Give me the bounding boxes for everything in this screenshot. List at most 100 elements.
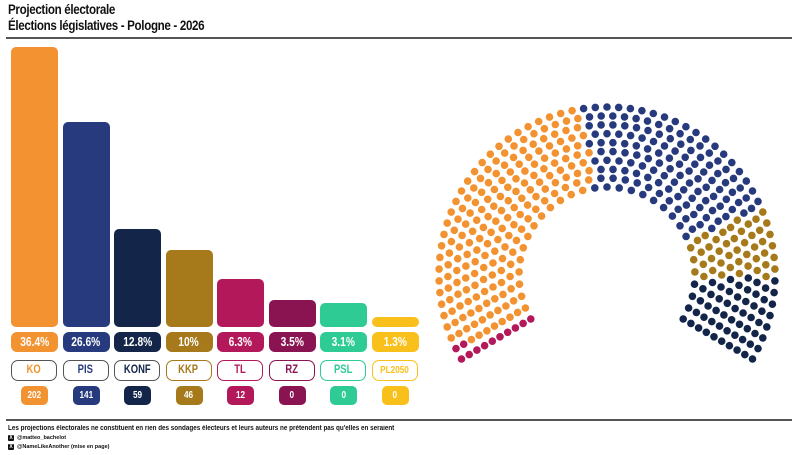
seat-kkp: [693, 236, 702, 245]
seat-kkp: [705, 243, 713, 251]
seat-konf: [731, 331, 739, 339]
seat-ko: [470, 184, 478, 192]
seat-ko: [471, 281, 479, 290]
seat-kkp: [735, 257, 743, 266]
seat-kkp: [758, 237, 767, 246]
value-label-ko: 36.4%: [11, 332, 58, 352]
seat-kkp: [763, 219, 771, 227]
seat-pis: [688, 225, 697, 233]
seat-ko: [545, 142, 554, 150]
title-line: Projection électorale: [8, 2, 115, 17]
seat-pis: [585, 113, 594, 121]
seat-ko: [515, 268, 523, 276]
seat-pis: [705, 161, 714, 169]
seat-konf: [694, 324, 703, 332]
seat-kkp: [759, 208, 767, 216]
seat-pis: [591, 103, 600, 112]
seat-ko: [507, 285, 515, 293]
seat-ko: [494, 235, 502, 244]
seat-ko: [479, 263, 488, 272]
seat-kkp: [726, 223, 735, 232]
seat-pis: [676, 222, 684, 230]
seat-ko: [509, 248, 517, 256]
seat-pis: [702, 213, 711, 222]
seat-ko: [500, 161, 509, 169]
seat-kkp: [697, 248, 705, 256]
seat-ko: [436, 253, 444, 262]
seat-ko: [487, 228, 495, 237]
seat-pis: [681, 153, 689, 162]
seat-ko: [479, 275, 488, 284]
seat-tl: [511, 324, 520, 332]
seat-ko: [573, 142, 582, 150]
seat-pis: [671, 147, 679, 155]
value-label-pl2050: 1.3%: [371, 332, 419, 352]
seat-ko: [540, 197, 549, 205]
seat-ko: [455, 329, 463, 338]
seat-ko: [475, 331, 483, 339]
seat-ko: [486, 150, 495, 158]
seat-pis: [728, 158, 736, 167]
seat-ko: [466, 209, 474, 217]
seat-ko: [506, 260, 515, 269]
seat-ko: [512, 236, 521, 245]
party-label-tl: TL: [217, 360, 263, 381]
seat-ko: [448, 307, 456, 315]
seat-ko: [573, 123, 582, 132]
seat-ko: [568, 134, 576, 142]
seat-kkp: [719, 228, 727, 237]
seat-ko: [440, 311, 448, 320]
seat-konf: [725, 341, 734, 350]
value-label-pis: 26.6%: [62, 332, 110, 352]
seat-ko: [513, 308, 522, 317]
seat-pis: [747, 204, 756, 213]
seat-ko: [436, 288, 444, 297]
seat-pis: [620, 113, 629, 121]
seat-kkp: [701, 231, 709, 240]
seat-pis: [735, 167, 744, 176]
seat-ko: [440, 230, 448, 239]
seat-ko: [551, 178, 560, 187]
seat-pis: [639, 190, 647, 199]
seat-konf: [679, 315, 687, 323]
seat-pis: [644, 126, 652, 135]
seat-ko: [537, 212, 546, 220]
seat-konf: [690, 280, 699, 288]
seat-ko: [519, 146, 527, 155]
seat-pis: [660, 142, 669, 150]
seat-ko: [510, 220, 518, 229]
seat-pis: [736, 184, 744, 192]
seat-count-text: 59: [132, 390, 143, 401]
seat-ko: [545, 171, 554, 180]
seat-pis: [701, 135, 710, 143]
seat-pis: [597, 112, 605, 120]
seat-ko: [437, 300, 446, 308]
bar-tl: [217, 278, 264, 327]
seat-konf: [770, 288, 778, 297]
seat-konf: [704, 302, 712, 310]
seat-konf: [758, 307, 766, 315]
seat-pis: [609, 112, 617, 120]
seat-ko: [501, 243, 509, 251]
party-label-text: PL2050: [380, 365, 409, 376]
seat-ko: [490, 185, 499, 194]
seat-ko: [471, 257, 479, 266]
seat-ko: [462, 286, 471, 294]
seat-ko: [470, 320, 479, 329]
seat-ko: [450, 226, 459, 235]
credit-layout: X @NameLikeAnother (mise en page): [8, 444, 109, 450]
seat-pis: [621, 149, 629, 157]
footer-divider: [6, 419, 792, 421]
seat-ko: [497, 206, 506, 215]
seat-count-text: 46: [184, 390, 194, 401]
seat-ko: [461, 274, 470, 282]
party-label-text: KKP: [178, 364, 199, 376]
seat-pis: [627, 186, 636, 195]
seat-ko: [490, 322, 499, 330]
seat-konf: [743, 286, 752, 294]
seat-ko: [494, 306, 502, 315]
disclaimer: Les projections électorales ne constitue…: [8, 425, 395, 432]
seat-ko: [574, 114, 582, 123]
seat-kkp: [717, 271, 726, 279]
seat-konf: [752, 290, 760, 298]
